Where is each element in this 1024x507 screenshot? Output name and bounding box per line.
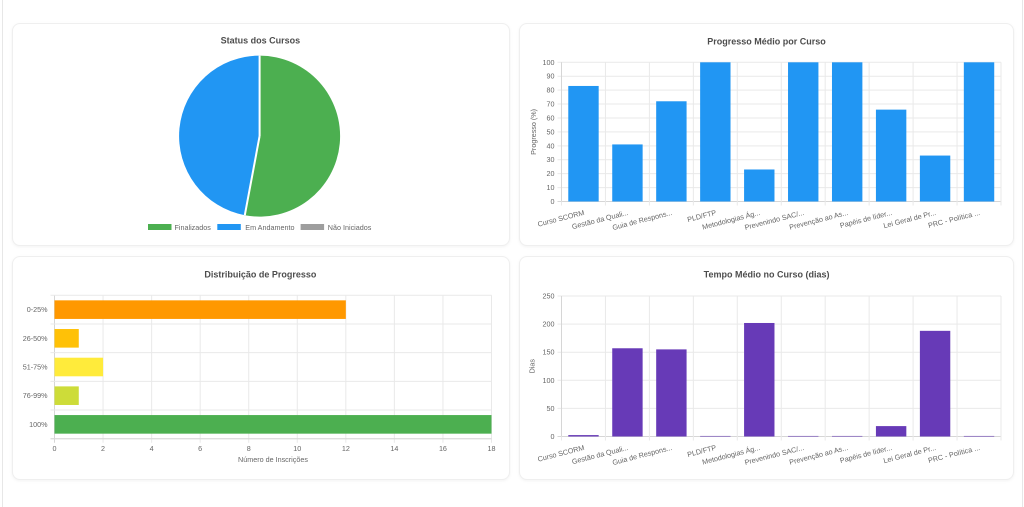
svg-text:Número de Inscrições: Número de Inscrições <box>238 455 308 464</box>
svg-text:Progresso (%): Progresso (%) <box>529 109 538 155</box>
svg-text:18: 18 <box>488 444 496 453</box>
svg-text:30: 30 <box>547 155 555 164</box>
svg-text:60: 60 <box>547 113 555 122</box>
svg-text:76-99%: 76-99% <box>23 391 48 400</box>
svg-text:12: 12 <box>342 444 350 453</box>
svg-text:Status dos Cursos: Status dos Cursos <box>221 36 301 46</box>
svg-text:4: 4 <box>150 444 154 453</box>
svg-text:0: 0 <box>53 444 57 453</box>
svg-text:250: 250 <box>543 292 555 301</box>
svg-text:6: 6 <box>198 444 202 453</box>
svg-text:200: 200 <box>543 320 555 329</box>
svg-text:Dias: Dias <box>527 359 536 374</box>
svg-text:70: 70 <box>547 100 555 109</box>
svg-text:Distribuição de Progresso: Distribuição de Progresso <box>204 269 317 279</box>
svg-text:100: 100 <box>543 58 555 67</box>
svg-text:90: 90 <box>547 72 555 81</box>
svg-text:Em Andamento: Em Andamento <box>245 223 294 232</box>
svg-text:Não Iniciados: Não Iniciados <box>328 223 372 232</box>
svg-text:0-25%: 0-25% <box>27 305 48 314</box>
svg-text:0: 0 <box>551 197 555 206</box>
svg-text:40: 40 <box>547 141 555 150</box>
svg-text:150: 150 <box>543 348 555 357</box>
svg-text:8: 8 <box>247 444 251 453</box>
svg-text:Tempo Médio no Curso (dias): Tempo Médio no Curso (dias) <box>704 270 830 280</box>
svg-text:10: 10 <box>293 444 301 453</box>
svg-text:50: 50 <box>547 127 555 136</box>
svg-text:Finalizados: Finalizados <box>175 223 212 232</box>
svg-text:26-50%: 26-50% <box>23 334 48 343</box>
svg-text:100%: 100% <box>29 420 48 429</box>
svg-text:2: 2 <box>101 444 105 453</box>
svg-text:16: 16 <box>439 444 447 453</box>
svg-text:80: 80 <box>547 86 555 95</box>
svg-text:100: 100 <box>543 376 555 385</box>
svg-text:14: 14 <box>390 444 398 453</box>
svg-text:10: 10 <box>547 183 555 192</box>
svg-text:51-75%: 51-75% <box>23 363 48 372</box>
svg-text:Progresso Médio por Curso: Progresso Médio por Curso <box>707 36 826 46</box>
svg-text:50: 50 <box>547 404 555 413</box>
svg-text:20: 20 <box>547 169 555 178</box>
svg-text:0: 0 <box>551 432 555 441</box>
